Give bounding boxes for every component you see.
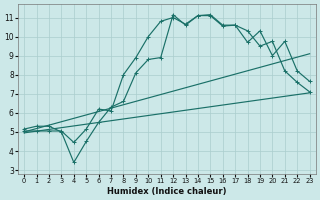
X-axis label: Humidex (Indice chaleur): Humidex (Indice chaleur) [107, 187, 227, 196]
